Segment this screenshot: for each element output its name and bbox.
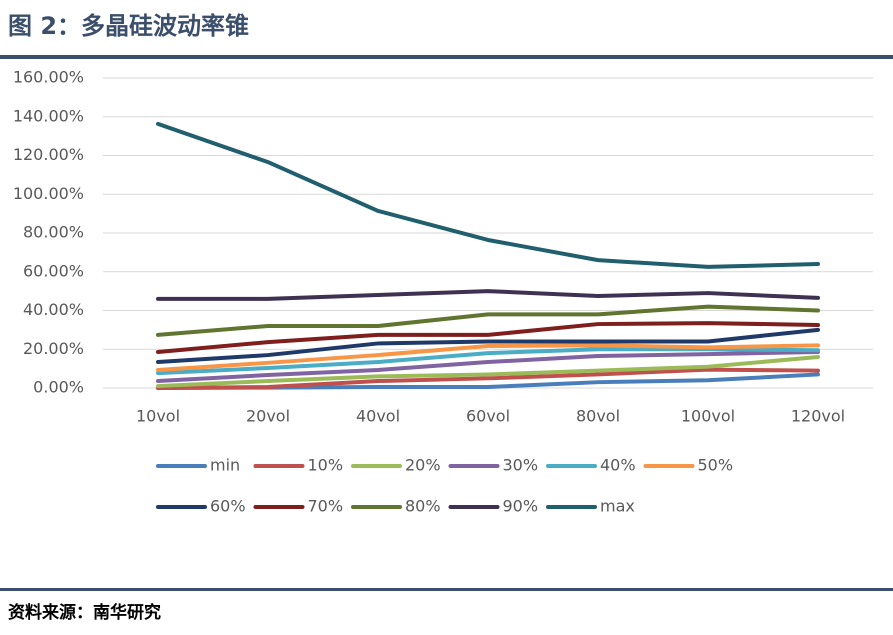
x-tick-label: 100vol xyxy=(681,407,735,426)
x-tick-label: 120vol xyxy=(791,407,845,426)
x-tick-label: 20vol xyxy=(246,407,290,426)
y-tick-label: 0.00% xyxy=(33,378,84,397)
footer-rule xyxy=(0,588,893,591)
chart-title: 图 2：多晶硅波动率锥 xyxy=(8,12,249,40)
y-tick-label: 100.00% xyxy=(13,184,84,203)
series-line xyxy=(156,343,820,372)
legend-label: max xyxy=(600,497,635,516)
legend-label: 20% xyxy=(405,456,441,475)
y-tick-label: 80.00% xyxy=(23,223,84,242)
legend-label: 10% xyxy=(308,456,344,475)
legend-label: 40% xyxy=(600,456,636,475)
header-rule xyxy=(0,55,893,59)
series-line xyxy=(156,327,820,365)
series-line xyxy=(156,121,820,269)
series-line xyxy=(156,304,820,337)
source: 资料来源：南华研究 xyxy=(8,602,161,623)
y-tick-label: 160.00% xyxy=(13,68,84,87)
legend-label: 90% xyxy=(503,497,539,516)
series-line xyxy=(156,289,820,301)
x-tick-label: 40vol xyxy=(356,407,400,426)
y-tick-label: 120.00% xyxy=(13,145,84,164)
series-line xyxy=(156,367,820,390)
series-line xyxy=(156,355,820,389)
legend-label: 30% xyxy=(503,456,539,475)
legend-label: 70% xyxy=(308,497,344,516)
y-tick-label: 20.00% xyxy=(23,339,84,358)
x-tick-label: 80vol xyxy=(576,407,620,426)
x-tick-label: 60vol xyxy=(466,407,510,426)
x-tick-label: 10vol xyxy=(136,407,180,426)
y-tick-label: 60.00% xyxy=(23,261,84,280)
y-tick-label: 40.00% xyxy=(23,300,84,319)
legend-label: min xyxy=(210,456,240,475)
legend-label: 80% xyxy=(405,497,441,516)
legend-label: 60% xyxy=(210,497,246,516)
legend-label: 50% xyxy=(698,456,734,475)
series-line xyxy=(156,321,820,354)
series-line xyxy=(156,349,820,384)
y-tick-label: 140.00% xyxy=(13,106,84,125)
